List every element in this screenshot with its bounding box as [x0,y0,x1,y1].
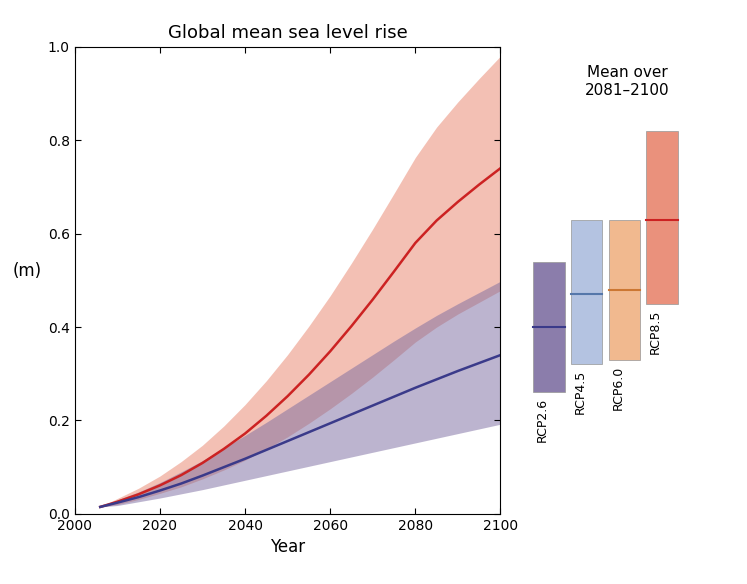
Text: Mean over
2081–2100: Mean over 2081–2100 [585,65,670,98]
Text: RCP4.5: RCP4.5 [574,370,586,414]
Bar [571,220,602,364]
Title: Global mean sea level rise: Global mean sea level rise [168,25,407,43]
Text: RCP6.0: RCP6.0 [611,366,624,409]
Text: RCP2.6: RCP2.6 [536,398,549,442]
Bar [609,220,640,360]
Bar [533,262,565,392]
Bar [646,131,678,304]
X-axis label: Year: Year [270,538,306,557]
Y-axis label: (m): (m) [13,262,42,280]
Text: RCP8.5: RCP8.5 [649,310,662,354]
